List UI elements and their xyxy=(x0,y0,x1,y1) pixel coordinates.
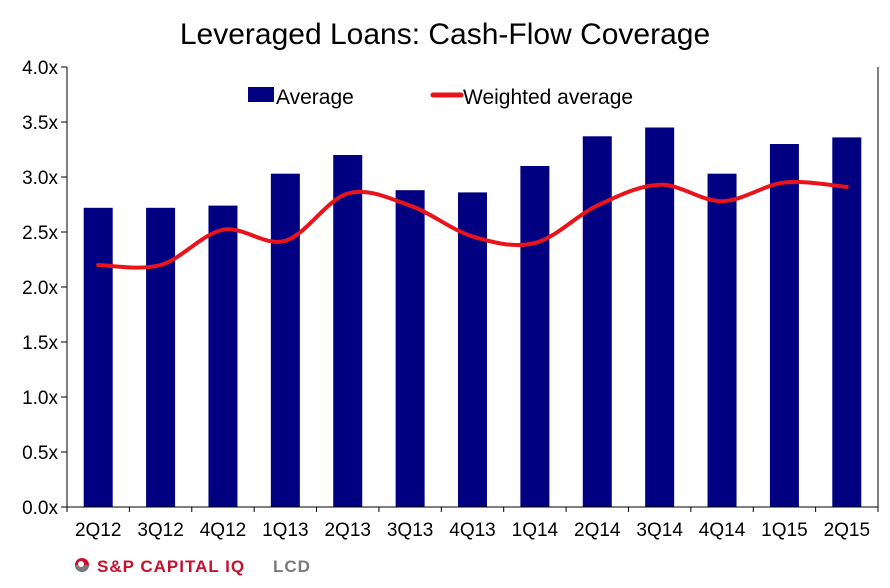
y-tick-label: 2.0x xyxy=(22,278,58,299)
x-tick-label: 3Q14 xyxy=(636,520,683,541)
bar-average xyxy=(146,207,176,508)
y-tick-label: 3.5x xyxy=(22,113,58,134)
footer-logo: S&P CAPITAL IQ LCD xyxy=(75,557,311,576)
x-tick-label: 1Q13 xyxy=(262,520,308,541)
x-tick-label: 2Q12 xyxy=(75,520,121,541)
bar-average xyxy=(333,155,363,507)
y-axis-ticks: 0.0x 0.5x 1.0x 1.5x 2.0x 2.5x 3.0x 3.5x 4.0x xyxy=(22,58,67,519)
bar-average xyxy=(582,136,612,508)
sp-logo-icon xyxy=(75,558,89,572)
y-tick-label: 1.0x xyxy=(22,388,58,409)
x-tick-label: 4Q13 xyxy=(449,520,495,541)
x-tick-label: 2Q14 xyxy=(574,520,621,541)
x-axis-ticks: 2Q12 3Q12 4Q12 1Q13 2Q13 3Q13 4Q13 1Q14 2Q14 3Q14… xyxy=(66,507,879,541)
bar-average xyxy=(208,205,238,507)
bar-average xyxy=(645,127,675,507)
x-tick-label: 3Q12 xyxy=(137,520,183,541)
legend-label-average: Average xyxy=(276,86,354,109)
bar-average xyxy=(83,207,113,508)
brand-name-sp-capital-iq: S&P CAPITAL IQ xyxy=(97,557,245,576)
legend: Average Weighted average xyxy=(248,86,633,109)
x-tick-label: 2Q15 xyxy=(824,520,870,541)
line-series-layer xyxy=(96,179,849,270)
legend-swatch-average xyxy=(248,87,274,102)
x-tick-label: 1Q15 xyxy=(761,520,807,541)
y-tick-label: 0.5x xyxy=(22,443,58,464)
axes xyxy=(66,67,879,508)
y-tick-label: 2.5x xyxy=(22,223,58,244)
x-tick-label: 2Q13 xyxy=(324,520,370,541)
bar-average xyxy=(458,192,487,507)
bar-average xyxy=(520,166,550,507)
legend-label-weighted-average: Weighted average xyxy=(463,86,633,109)
x-tick-label: 1Q14 xyxy=(512,520,559,541)
bar-average xyxy=(832,137,862,507)
x-tick-label: 4Q14 xyxy=(699,520,746,541)
y-tick-label: 4.0x xyxy=(22,58,58,79)
y-tick-label: 0.0x xyxy=(22,498,58,519)
y-tick-label: 1.5x xyxy=(22,333,58,354)
chart-title: Leveraged Loans: Cash-Flow Coverage xyxy=(180,18,710,51)
x-tick-label: 4Q12 xyxy=(200,520,246,541)
bar-average xyxy=(707,173,737,507)
brand-name-lcd: LCD xyxy=(273,557,311,576)
y-tick-label: 3.0x xyxy=(22,168,58,189)
bar-average xyxy=(395,190,425,507)
bar-series xyxy=(83,127,862,508)
bar-average xyxy=(270,173,300,507)
x-tick-label: 3Q13 xyxy=(387,520,433,541)
bar-average xyxy=(769,144,799,507)
